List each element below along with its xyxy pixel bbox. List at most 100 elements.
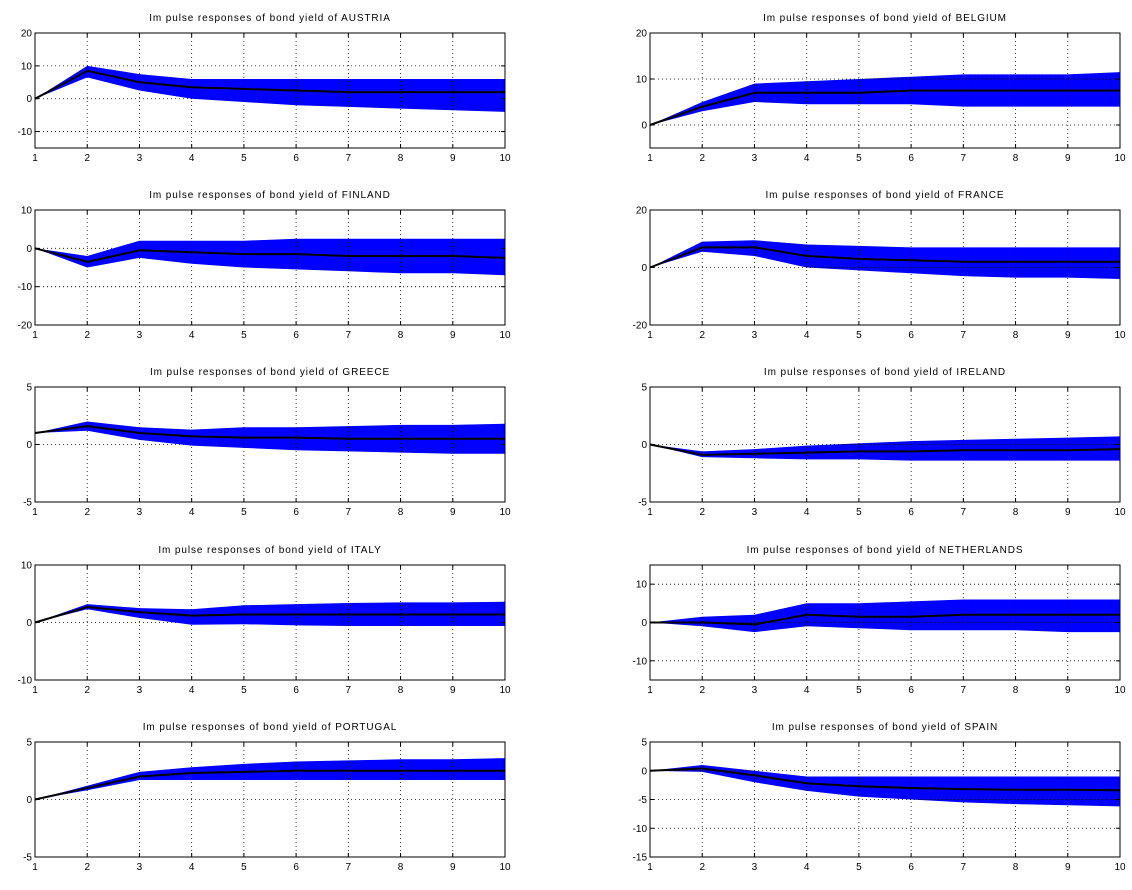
x-tick-label: 8 bbox=[398, 685, 404, 696]
x-tick-label: 4 bbox=[189, 153, 195, 164]
x-tick-label: 5 bbox=[241, 862, 247, 873]
x-tick-label: 8 bbox=[1013, 862, 1019, 873]
x-tick-label: 8 bbox=[1013, 153, 1019, 164]
x-tick-label: 9 bbox=[1065, 153, 1071, 164]
x-tick-label: 3 bbox=[752, 330, 758, 341]
x-tick-label: 10 bbox=[499, 507, 511, 518]
x-tick-label: 2 bbox=[84, 330, 90, 341]
x-tick-label: 3 bbox=[137, 685, 143, 696]
x-tick-label: 6 bbox=[908, 330, 914, 341]
x-tick-label: 1 bbox=[32, 862, 38, 873]
confidence-band bbox=[650, 436, 1120, 461]
x-tick-label: 2 bbox=[84, 153, 90, 164]
confidence-band bbox=[35, 238, 505, 276]
median-response-line bbox=[34, 425, 505, 440]
y-tick-label: -10 bbox=[18, 676, 33, 687]
panel-title: Im pulse responses of bond yield of FRAN… bbox=[765, 190, 1004, 201]
x-tick-label: 10 bbox=[1114, 153, 1126, 164]
y-tick-label: 10 bbox=[636, 580, 648, 591]
x-tick-label: 4 bbox=[804, 862, 810, 873]
median-response-line bbox=[649, 89, 1120, 126]
impulse-panel-9: Im pulse responses of bond yield of SPAI… bbox=[633, 722, 1126, 873]
x-tick-label: 6 bbox=[908, 153, 914, 164]
median-response-line bbox=[34, 69, 505, 100]
x-tick-label: 8 bbox=[398, 330, 404, 341]
x-tick-label: 7 bbox=[346, 685, 352, 696]
x-tick-label: 3 bbox=[137, 153, 143, 164]
x-tick-label: 9 bbox=[1065, 507, 1071, 518]
x-tick-label: 10 bbox=[499, 685, 511, 696]
y-tick-label: 0 bbox=[641, 440, 647, 451]
y-tick-label: 5 bbox=[641, 383, 647, 394]
y-tick-label: 20 bbox=[636, 206, 648, 217]
x-tick-label: 8 bbox=[1013, 685, 1019, 696]
x-tick-label: 5 bbox=[856, 330, 862, 341]
x-tick-label: 8 bbox=[398, 153, 404, 164]
x-tick-label: 8 bbox=[398, 862, 404, 873]
y-tick-label: 10 bbox=[636, 75, 648, 86]
x-tick-label: 1 bbox=[647, 153, 653, 164]
x-tick-label: 9 bbox=[450, 862, 456, 873]
x-tick-label: 7 bbox=[961, 507, 967, 518]
impulse-panel-8: Im pulse responses of bond yield of PORT… bbox=[23, 722, 511, 873]
panel-title: Im pulse responses of bond yield of SPAI… bbox=[772, 722, 998, 733]
y-tick-label: 5 bbox=[26, 383, 32, 394]
x-tick-label: 9 bbox=[450, 507, 456, 518]
x-tick-label: 6 bbox=[293, 153, 299, 164]
x-tick-label: 4 bbox=[189, 330, 195, 341]
panel-title: Im pulse responses of bond yield of IREL… bbox=[764, 367, 1006, 378]
x-tick-label: 2 bbox=[699, 507, 705, 518]
x-tick-label: 7 bbox=[346, 862, 352, 873]
panel-title: Im pulse responses of bond yield of BELG… bbox=[763, 13, 1007, 24]
x-tick-label: 10 bbox=[499, 153, 511, 164]
x-tick-label: 6 bbox=[293, 330, 299, 341]
y-tick-label: 0 bbox=[641, 121, 647, 132]
x-tick-label: 3 bbox=[137, 507, 143, 518]
y-tick-label: 0 bbox=[26, 795, 32, 806]
x-tick-label: 4 bbox=[804, 330, 810, 341]
x-tick-label: 10 bbox=[1114, 685, 1126, 696]
y-tick-label: 10 bbox=[21, 206, 33, 217]
x-tick-label: 5 bbox=[856, 685, 862, 696]
y-tick-label: 0 bbox=[26, 440, 32, 451]
panel-title: Im pulse responses of bond yield of FINL… bbox=[149, 190, 391, 201]
x-tick-label: 2 bbox=[84, 862, 90, 873]
x-tick-label: 1 bbox=[32, 330, 38, 341]
x-tick-label: 7 bbox=[961, 862, 967, 873]
x-tick-label: 4 bbox=[804, 685, 810, 696]
x-tick-label: 7 bbox=[961, 685, 967, 696]
panel-title: Im pulse responses of bond yield of PORT… bbox=[143, 722, 398, 733]
impulse-panel-3: Im pulse responses of bond yield of FRAN… bbox=[633, 190, 1126, 341]
x-tick-label: 10 bbox=[499, 862, 511, 873]
x-tick-label: 5 bbox=[856, 153, 862, 164]
x-tick-label: 4 bbox=[189, 862, 195, 873]
median-response-line bbox=[34, 769, 505, 801]
plot-frame bbox=[34, 209, 506, 326]
y-tick-label: -5 bbox=[638, 498, 647, 509]
panel-title: Im pulse responses of bond yield of NETH… bbox=[747, 545, 1024, 556]
y-tick-label: -10 bbox=[18, 282, 33, 293]
x-tick-label: 9 bbox=[450, 153, 456, 164]
y-tick-label: 5 bbox=[26, 738, 32, 749]
x-tick-label: 5 bbox=[241, 685, 247, 696]
y-tick-label: 0 bbox=[641, 618, 647, 629]
impulse-panel-1: Im pulse responses of bond yield of BELG… bbox=[636, 13, 1126, 164]
y-tick-label: 0 bbox=[26, 244, 32, 255]
median-response-line bbox=[650, 613, 1120, 626]
y-tick-label: 20 bbox=[636, 29, 648, 40]
impulse-panel-2: Im pulse responses of bond yield of FINL… bbox=[18, 190, 511, 341]
x-tick-label: 8 bbox=[398, 507, 404, 518]
x-tick-label: 6 bbox=[908, 685, 914, 696]
x-tick-label: 10 bbox=[1114, 862, 1126, 873]
x-tick-label: 2 bbox=[699, 153, 705, 164]
x-tick-label: 7 bbox=[961, 330, 967, 341]
x-tick-label: 5 bbox=[241, 153, 247, 164]
x-tick-label: 1 bbox=[647, 685, 653, 696]
x-tick-label: 9 bbox=[1065, 685, 1071, 696]
median-response-line bbox=[649, 767, 1121, 792]
x-tick-label: 8 bbox=[1013, 330, 1019, 341]
x-tick-label: 9 bbox=[450, 685, 456, 696]
y-tick-label: -10 bbox=[18, 127, 33, 138]
